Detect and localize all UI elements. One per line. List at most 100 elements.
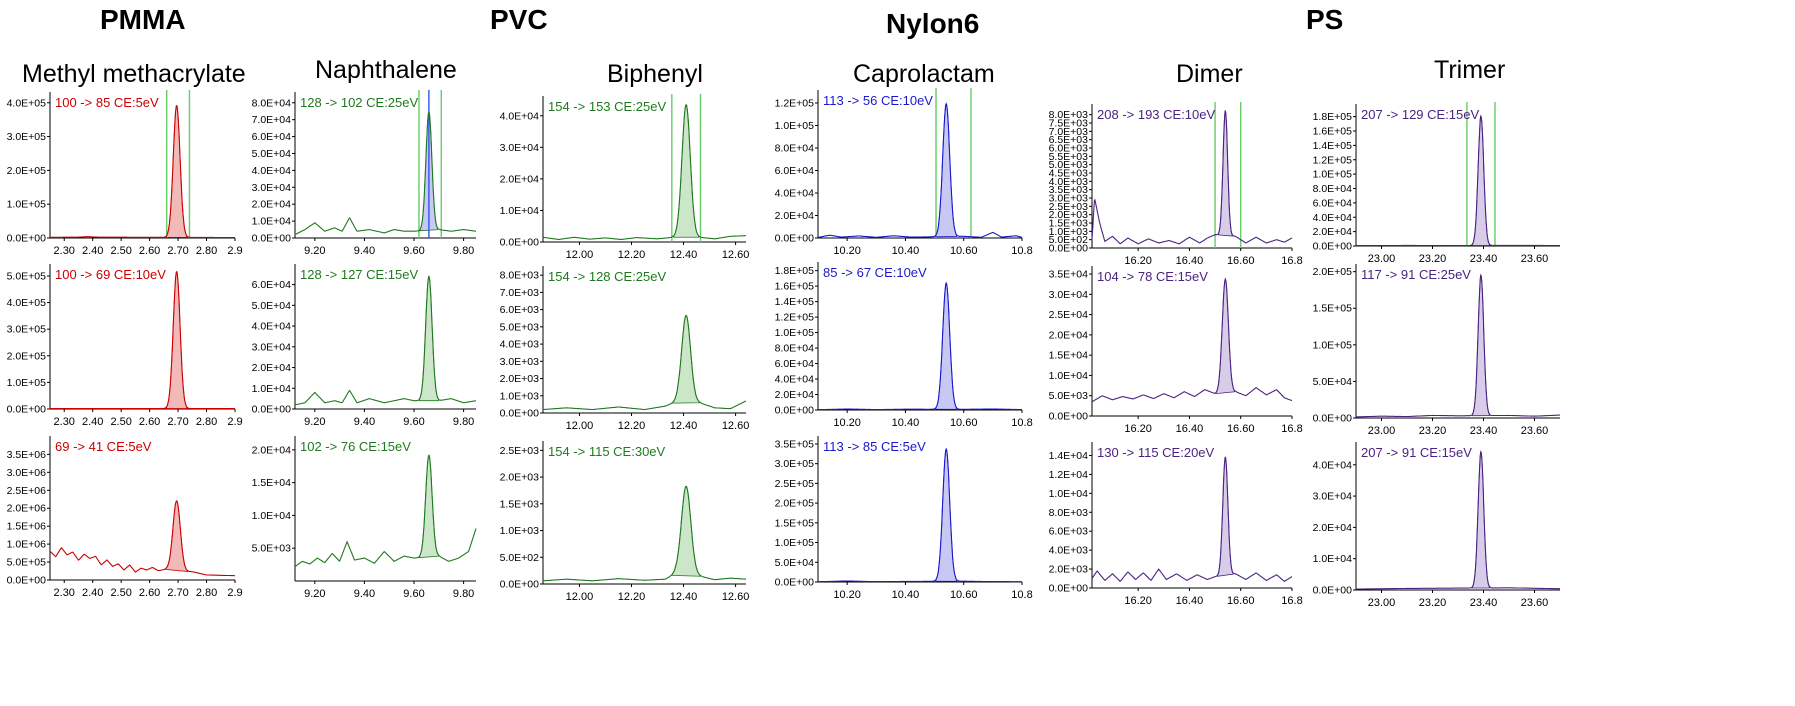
x-tick-label: 16.8 — [1281, 423, 1302, 435]
compound-title-naphthalene: Naphthalene — [315, 56, 457, 84]
y-tick-label: 4.0E+03 — [500, 339, 540, 351]
y-tick-label: 2.5E+03 — [500, 445, 540, 457]
x-tick-label: 23.20 — [1419, 425, 1447, 437]
y-tick-label: 3.5E+05 — [775, 438, 815, 450]
y-tick-label: 2.0E+05 — [7, 165, 47, 177]
y-tick-label: 3.0E+05 — [775, 458, 815, 470]
y-tick-label: 1.0E+05 — [775, 120, 815, 132]
y-tick-label: 7.0E+04 — [252, 114, 292, 126]
y-tick-label: 0.0E+00 — [7, 233, 47, 245]
x-tick-label: 16.60 — [1227, 255, 1255, 267]
x-tick-label: 12.00 — [566, 249, 594, 261]
y-tick-label: 1.0E+04 — [252, 510, 292, 522]
transition-label: 100 -> 69 CE:10eV — [55, 267, 166, 282]
y-tick-label: 5.0E+04 — [252, 300, 292, 312]
y-tick-label: 3.0E+04 — [252, 182, 292, 194]
compound-title-methyl-methacrylate: Methyl methacrylate — [22, 60, 246, 88]
y-tick-label: 4.0E+04 — [1313, 212, 1353, 224]
transition-label: 104 -> 78 CE:15eV — [1097, 269, 1208, 284]
y-tick-label: 0.0E+00 — [1313, 585, 1353, 597]
y-tick-label: 8.0E+03 — [500, 270, 540, 282]
x-tick-label: 12.00 — [566, 420, 594, 432]
transition-label: 128 -> 127 CE:15eV — [300, 267, 418, 282]
y-tick-label: 0.0E+00 — [1049, 411, 1089, 423]
x-tick-label: 10.20 — [833, 417, 861, 429]
transition-label: 130 -> 115 CE:20eV — [1097, 445, 1215, 460]
trace-line — [1091, 456, 1293, 583]
y-tick-label: 3.0E+03 — [500, 356, 540, 368]
transition-label: 154 -> 153 CE:25eV — [548, 99, 666, 114]
y-tick-label: 6.0E+03 — [1049, 143, 1089, 155]
x-tick-label: 10.8 — [1011, 417, 1032, 429]
x-tick-label: 10.60 — [950, 589, 978, 601]
y-tick-label: 6.0E+04 — [252, 279, 292, 291]
y-tick-label: 6.0E+03 — [1049, 526, 1089, 538]
x-tick-label: 23.20 — [1419, 597, 1447, 609]
y-tick-label: 8.0E+04 — [252, 97, 292, 109]
y-tick-label: 1.0E+05 — [7, 199, 47, 211]
y-tick-label: 1.5E+04 — [1049, 350, 1089, 362]
y-tick-label: 1.6E+05 — [1313, 126, 1353, 138]
x-tick-label: 10.20 — [833, 589, 861, 601]
x-tick-label: 10.8 — [1011, 589, 1032, 601]
y-tick-label: 1.5E+04 — [252, 477, 292, 489]
x-tick-label: 10.40 — [892, 417, 920, 429]
y-tick-label: 5.0E+04 — [775, 557, 815, 569]
compound-title-biphenyl: Biphenyl — [607, 60, 703, 88]
x-tick-label: 12.60 — [722, 591, 750, 603]
x-tick-label: 2.9 — [227, 245, 242, 257]
y-tick-label: 8.0E+04 — [775, 343, 815, 355]
x-tick-label: 2.50 — [110, 416, 131, 428]
x-tick-label: 9.80 — [453, 588, 474, 600]
y-tick-label: 4.0E+03 — [1049, 545, 1089, 557]
y-tick-label: 2.5E+06 — [7, 485, 47, 497]
y-tick-label: 1.5E+03 — [1049, 218, 1089, 230]
y-tick-label: 7.0E+03 — [500, 287, 540, 299]
y-tick-label: 3.0E+05 — [7, 131, 47, 143]
transition-label: 207 -> 91 CE:15eV — [1361, 445, 1472, 460]
x-tick-label: 2.30 — [54, 587, 75, 599]
trace-line — [1091, 110, 1293, 245]
x-tick-label: 16.60 — [1227, 423, 1255, 435]
x-tick-label: 2.40 — [82, 587, 103, 599]
y-tick-label: 1.2E+04 — [1049, 469, 1089, 481]
x-tick-label: 2.70 — [167, 245, 188, 257]
x-tick-label: 23.00 — [1368, 253, 1396, 265]
y-tick-label: 0.0E+00 — [775, 233, 815, 245]
y-tick-label: 2.0E+03 — [1049, 564, 1089, 576]
y-tick-label: 2.0E+06 — [7, 503, 47, 515]
x-tick-label: 23.60 — [1521, 253, 1549, 265]
y-tick-label: 6.0E+04 — [775, 165, 815, 177]
y-tick-label: 2.0E+05 — [1313, 266, 1353, 278]
y-tick-label: 2.5E+03 — [1049, 201, 1089, 213]
y-tick-label: 0.0E+00 — [7, 575, 47, 587]
y-tick-label: 5.0E+03 — [500, 321, 540, 333]
y-tick-label: 3.0E+04 — [500, 142, 540, 154]
y-tick-label: 3.0E+04 — [252, 341, 292, 353]
y-tick-label: 4.0E+04 — [1313, 459, 1353, 471]
x-tick-label: 2.60 — [139, 245, 160, 257]
group-title-pvc: PVC — [490, 4, 548, 35]
y-tick-label: 4.0E+04 — [500, 110, 540, 122]
y-tick-label: 1.6E+05 — [775, 281, 815, 293]
y-tick-label: 5.0E+04 — [1313, 376, 1353, 388]
transition-label: 207 -> 129 CE:15eV — [1361, 107, 1479, 122]
trace-line — [817, 102, 1023, 238]
x-tick-label: 2.50 — [110, 245, 131, 257]
y-tick-label: 6.0E+03 — [500, 304, 540, 316]
transition-label: 208 -> 193 CE:10eV — [1097, 107, 1215, 122]
x-tick-label: 2.30 — [54, 245, 75, 257]
y-tick-label: 4.0E+04 — [252, 165, 292, 177]
trace-line — [294, 110, 476, 236]
y-tick-label: 1.0E+05 — [1313, 339, 1353, 351]
y-tick-label: 8.0E+03 — [1049, 109, 1089, 121]
x-tick-label: 12.00 — [566, 591, 594, 603]
y-tick-label: 1.0E+06 — [7, 539, 47, 551]
transition-label: 154 -> 128 CE:25eV — [548, 269, 666, 284]
